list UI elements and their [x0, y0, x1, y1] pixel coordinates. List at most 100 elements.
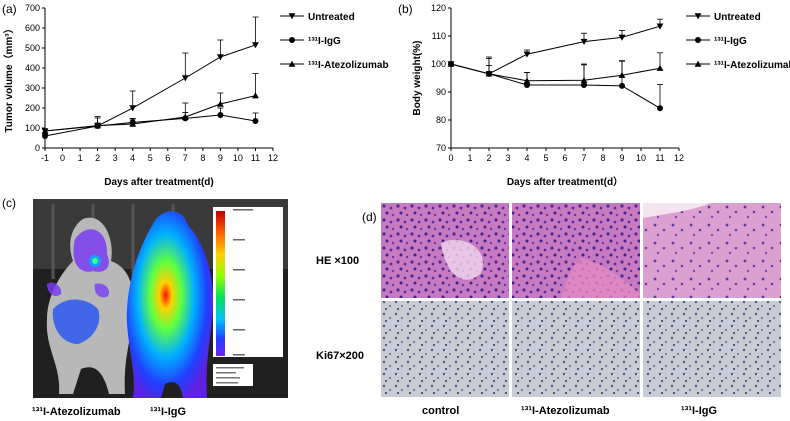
- panel-c-label-atezolizumab: ¹³¹I-Atezolizumab: [32, 406, 121, 418]
- chart-b-y-tick-label: 90: [436, 87, 446, 97]
- chart-a-series-0-point: [216, 54, 224, 61]
- panel-c-label-igg: ¹³¹I-IgG: [150, 406, 187, 418]
- chart-a-y-tick-label: 100: [25, 123, 40, 133]
- chart-b-x-tick-label: 12: [674, 153, 684, 163]
- chart-a-series-0-line: [44, 44, 256, 132]
- chart-b-x-tick-label: 11: [655, 153, 664, 163]
- chart-b-y-tick-label: 80: [436, 115, 446, 125]
- chart-b-x-tick-label: 4: [524, 153, 529, 163]
- chart-a-series-2-legend-label: ¹³¹I-Atezolizumab: [308, 60, 389, 71]
- chart-a-y-tick-label: 0: [35, 143, 40, 153]
- chart-b-x-tick-label: 2: [486, 153, 491, 163]
- chart-a-series-0-legend-marker: [288, 13, 296, 20]
- chart-a-x-tick-label: -1: [41, 153, 49, 163]
- chart-b-series-0-line: [450, 25, 661, 75]
- chart-a-x-tick-label: 4: [130, 153, 135, 163]
- chart-a-series-0-point: [252, 42, 259, 49]
- chart-b-x-tick-label: 10: [636, 153, 646, 163]
- panel-d-col-label-control: control: [422, 405, 460, 417]
- chart-a-series-0-legend-label: Untreated: [308, 12, 355, 23]
- chart-a-series-2-point: [94, 122, 102, 129]
- chart-a-x-tick-label: 2: [95, 153, 100, 163]
- chart-a-x-axis-label: Days after treatment(d): [104, 177, 213, 188]
- chart-a-series-1-line: [44, 114, 256, 137]
- panel-d-col-label-igg: ¹³¹I-IgG: [681, 405, 718, 417]
- chart-a-series-2-point: [41, 127, 49, 134]
- chart-a-x-tick-label: 10: [233, 153, 243, 163]
- chart-a-x-tick-label: 1: [78, 153, 83, 163]
- chart-b-series-2-point: [618, 71, 626, 78]
- chart-b-y-tick-label: 100: [431, 59, 446, 69]
- chart-a-y-tick-label: 700: [25, 3, 40, 13]
- chart-b-series-2-point: [447, 60, 455, 67]
- panel-letter-c: (c): [2, 196, 16, 210]
- chart-b-y-tick-label: 70: [436, 143, 446, 153]
- chart-b-series-2-point: [580, 76, 588, 83]
- panel-letter-d: (d): [362, 210, 377, 224]
- chart-a-y-tick-label: 200: [25, 103, 40, 113]
- chart-a-series-2-point: [129, 120, 137, 127]
- chart-b-series-0-point: [523, 51, 531, 58]
- chart-a-series-1-legend-marker: [289, 37, 295, 43]
- chart-b-x-tick-label: 5: [543, 153, 548, 163]
- chart-b-series-2-point: [656, 64, 664, 71]
- chart-a-x-tick-label: 7: [183, 153, 188, 163]
- panel-d-col-label-atezolizumab: ¹³¹I-Atezolizumab: [521, 405, 610, 417]
- chart-a-x-tick-label: 11: [251, 153, 260, 163]
- chart-b-series-0-legend-label: Untreated: [714, 12, 761, 23]
- chart-a-y-tick-label: 600: [25, 23, 40, 33]
- bioluminescence-image: [33, 199, 288, 398]
- chart-b-series-1-point: [657, 105, 663, 112]
- chart-b-series-2-legend-marker: [694, 60, 702, 67]
- chart-a-series-1-point: [217, 112, 224, 118]
- chart-b-series-2-line: [450, 63, 661, 82]
- chart-b-series-1-point: [581, 82, 587, 88]
- chart-a-x-tick-label: 5: [148, 153, 153, 163]
- chart-b-x-tick-label: 1: [467, 153, 472, 163]
- panel-letter-b: (b): [398, 2, 413, 16]
- chart-b-y-tick-label: 120: [431, 3, 446, 13]
- chart-a-y-tick-label: 500: [25, 43, 40, 53]
- chart-b-x-tick-label: 9: [619, 153, 624, 163]
- chart-b-y-tick-label: 110: [432, 31, 446, 41]
- histology-grid: [381, 203, 781, 397]
- chart-a-x-tick-label: 9: [218, 153, 223, 163]
- chart-a-series-1-legend-label: ¹³¹I-IgG: [308, 36, 341, 47]
- chart-a-x-tick-label: 12: [268, 153, 278, 163]
- chart-a-series-2-point: [252, 92, 259, 99]
- chart-a-y-tick-label: 300: [25, 83, 40, 93]
- chart-b-y-axis-label: Body weight(%): [412, 41, 423, 116]
- chart-b-series-0-point: [580, 38, 588, 45]
- chart-b-series-0-point: [656, 23, 664, 30]
- chart-b-series-0-point: [618, 34, 626, 41]
- chart-b-series-0-legend-marker: [694, 13, 702, 20]
- chart-a-x-tick-label: 3: [113, 153, 118, 163]
- chart-a-series-2-legend-marker: [288, 60, 296, 67]
- chart-b-x-tick-label: 8: [600, 153, 605, 163]
- chart-b-series-1-point: [619, 82, 625, 89]
- chart-b-x-tick-label: 0: [448, 153, 453, 163]
- chart-a-y-axis-label: Tumor volume（mm³）: [2, 23, 15, 132]
- chart-b-x-tick-label: 7: [581, 153, 586, 163]
- chart-a-y-tick-label: 400: [25, 63, 40, 73]
- chart-a-x-tick-label: 6: [165, 153, 170, 163]
- chart-b-x-tick-label: 6: [562, 153, 567, 163]
- chart-b-series-1-legend-marker: [695, 37, 701, 43]
- chart-b-series-1-legend-label: ¹³¹I-IgG: [714, 36, 747, 47]
- chart-a-series-0-point: [181, 75, 189, 82]
- chart-a-series-2-point: [181, 113, 189, 120]
- chart-b-series-2-legend-label: ¹³¹I-Atezolizumab: [714, 60, 790, 71]
- chart-a-x-tick-label: 0: [60, 153, 65, 163]
- chart-b-x-axis-label: Days after treatment(d）: [507, 175, 623, 188]
- chart-b-series-2-point: [485, 70, 493, 77]
- chart-a-series-0-point: [129, 105, 137, 112]
- chart-a-series-2-line: [44, 95, 256, 132]
- chart-b-series-2-point: [523, 77, 531, 84]
- chart-a-series-1-point: [252, 118, 259, 124]
- chart-a-series-2-point: [216, 100, 224, 107]
- panel-letter-a: (a): [2, 2, 17, 16]
- chart-b-series-1-line: [450, 63, 661, 109]
- chart-a-series-1-point: [42, 133, 48, 139]
- chart-a-x-tick-label: 8: [200, 153, 205, 163]
